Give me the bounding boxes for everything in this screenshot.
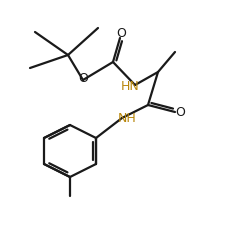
Text: HN: HN	[120, 80, 139, 93]
Text: O: O	[78, 72, 88, 86]
Text: NH: NH	[117, 113, 136, 125]
Text: O: O	[174, 106, 184, 120]
Text: O: O	[116, 27, 125, 39]
